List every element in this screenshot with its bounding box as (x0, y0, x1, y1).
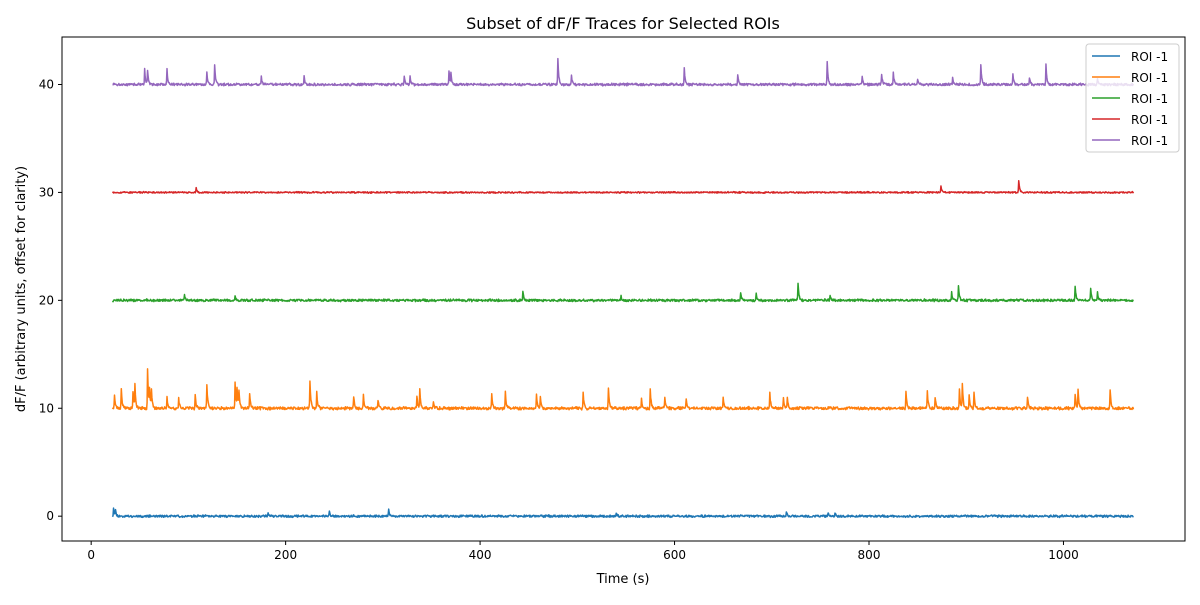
y-axis-label: dF/F (arbitrary units, offset for clarit… (14, 166, 29, 412)
legend-label: ROI -1 (1131, 92, 1168, 106)
legend-entry: ROI -1 (1092, 134, 1168, 148)
y-tick-label: 10 (39, 401, 54, 415)
x-axis-ticks: 0 200 400 600 800 1000 (87, 541, 1079, 562)
legend-entry: ROI -1 (1092, 113, 1168, 127)
legend-box (1085, 43, 1180, 153)
x-tick-label: 200 (274, 548, 297, 562)
legend-entry: ROI -1 (1092, 50, 1168, 64)
x-tick-label: 800 (858, 548, 881, 562)
trace-series-1 (111, 368, 1135, 411)
trace-group (111, 57, 1135, 519)
trace-series-4 (112, 57, 1135, 87)
legend-entry: ROI -1 (1092, 71, 1168, 85)
legend-entry: ROI -1 (1092, 92, 1168, 106)
legend-label: ROI -1 (1131, 71, 1168, 85)
x-tick-label: 0 (87, 548, 95, 562)
plot-frame (61, 36, 1186, 542)
trace-series-0 (111, 507, 1134, 519)
legend: ROI -1 ROI -1 ROI -1 ROI -1 ROI -1 (1085, 43, 1180, 153)
legend-label: ROI -1 (1131, 134, 1168, 148)
legend-label: ROI -1 (1131, 50, 1168, 64)
y-tick-label: 0 (46, 509, 54, 523)
x-tick-label: 400 (469, 548, 492, 562)
legend-label: ROI -1 (1131, 113, 1168, 127)
x-tick-label: 1000 (1048, 548, 1079, 562)
y-tick-label: 30 (39, 185, 54, 199)
y-tick-label: 20 (39, 293, 54, 307)
y-tick-label: 40 (39, 77, 54, 91)
chart-title: Subset of dF/F Traces for Selected ROIs (466, 14, 780, 33)
trace-series-2 (111, 282, 1134, 303)
trace-series-3 (111, 180, 1135, 195)
y-axis-ticks: 0 10 20 30 40 (39, 77, 62, 523)
x-axis-label: Time (s) (596, 572, 650, 587)
x-tick-label: 600 (663, 548, 686, 562)
